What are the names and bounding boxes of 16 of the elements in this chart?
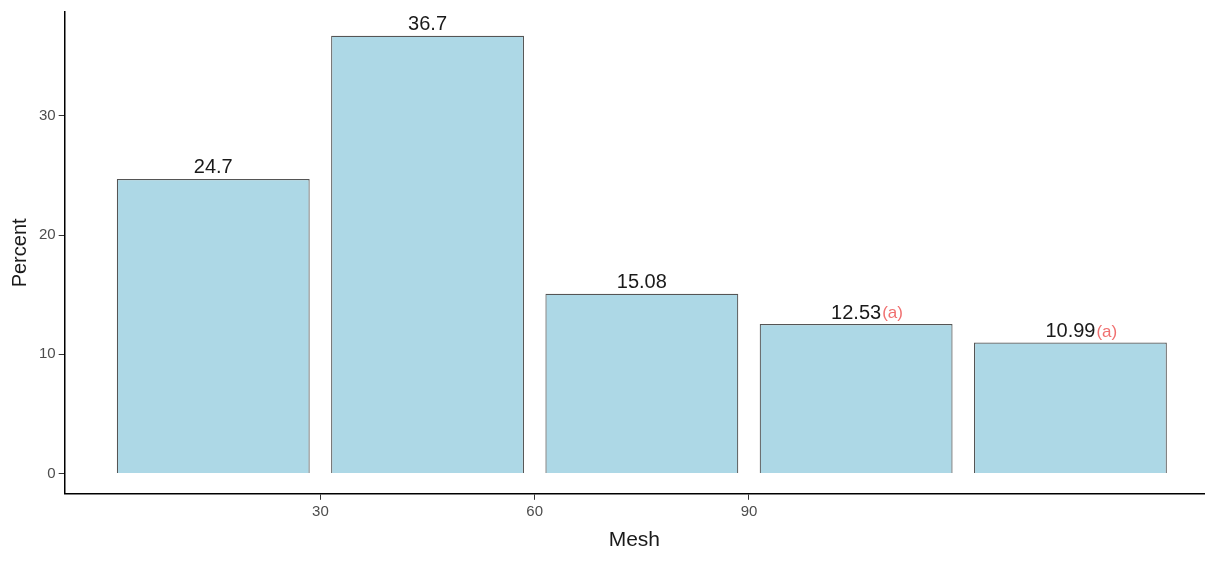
annotation: (a) <box>1096 321 1118 341</box>
x-axis-title: Mesh <box>608 527 661 551</box>
annotation: (a) <box>882 303 903 323</box>
y-tick-label: 20 <box>39 225 56 243</box>
data-label: 24.7 <box>193 155 233 178</box>
data-label: 12.53 <box>831 300 882 323</box>
y-axis-title: Percent <box>7 218 30 288</box>
x-tick-label: 90 <box>740 501 758 519</box>
y-tick-label: 30 <box>39 105 56 123</box>
data-label: 15.08 <box>616 270 667 293</box>
data-label: 36.7 <box>408 12 448 35</box>
y-tick-label: 10 <box>39 344 56 362</box>
x-tick-label: 60 <box>526 501 544 519</box>
x-tick-label: 30 <box>312 501 329 519</box>
data-label: 10.99 <box>1045 318 1096 341</box>
y-tick-label: 0 <box>47 463 56 481</box>
